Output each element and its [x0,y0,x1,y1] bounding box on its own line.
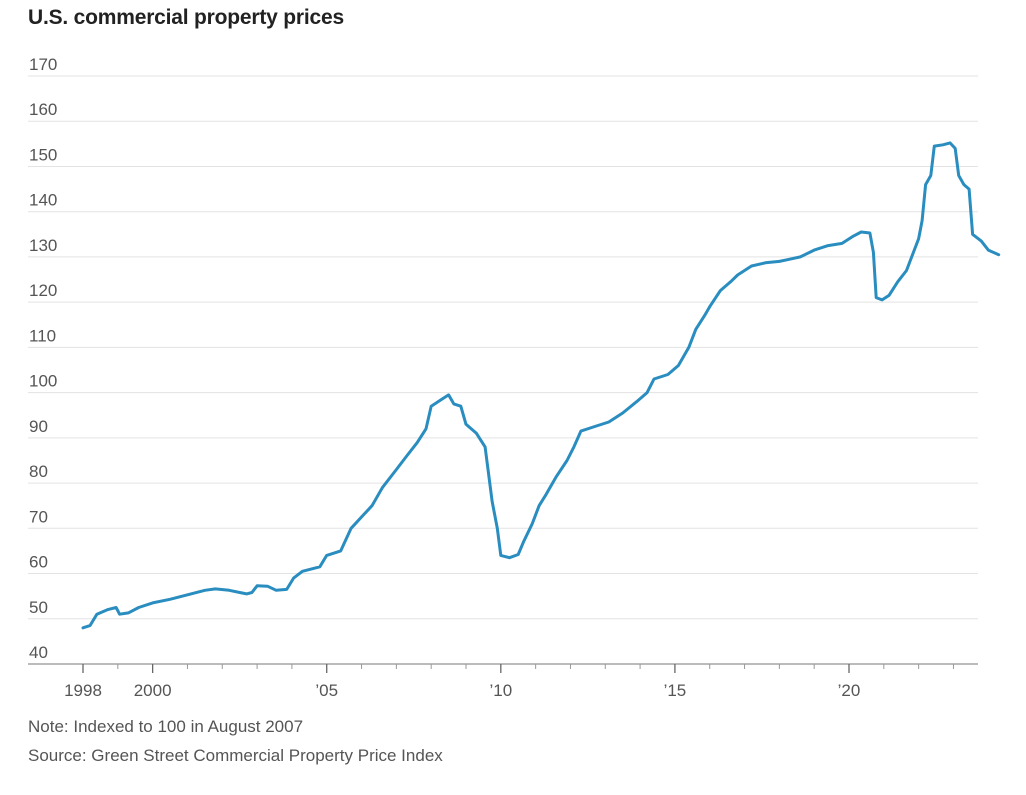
line-chart: 40 50 60 70 80 90 100 110 120 130 140 150 160 170 199… [28,55,1001,700]
y-tick-label: 90 [29,417,48,436]
chart-note: Note: Indexed to 100 in August 2007 [28,717,304,736]
y-axis-ticks: 40 50 60 70 80 90 100 110 120 130 140 150 160 170 [29,55,57,662]
y-tick-label: 50 [29,598,48,617]
y-tick-label: 150 [29,145,57,164]
gridlines [28,75,978,620]
x-tick-label: ’10 [489,681,512,700]
y-tick-label: 100 [29,372,57,391]
x-tick-label: 1998 [64,681,102,700]
x-axis: 1998 2000 ’05 ’10 ’15 ’20 [28,663,978,700]
y-tick-label: 70 [29,507,48,526]
y-tick-label: 140 [29,191,57,210]
y-tick-label: 170 [29,55,57,74]
series-line [81,141,1001,630]
y-tick-label: 110 [29,326,56,345]
y-tick-label: 40 [29,643,48,662]
y-tick-label: 120 [29,281,57,300]
y-tick-label: 60 [29,553,48,572]
chart-source: Source: Green Street Commercial Property… [28,746,443,765]
y-tick-label: 80 [29,462,48,481]
y-tick-label: 160 [29,100,57,119]
chart-title: U.S. commercial property prices [28,6,344,29]
series-layer [81,141,1001,630]
x-tick-label: ’15 [664,681,687,700]
x-tick-label: ’05 [315,681,338,700]
x-tick-label: ’20 [838,681,861,700]
y-tick-label: 130 [29,236,57,255]
x-tick-label: 2000 [134,681,172,700]
